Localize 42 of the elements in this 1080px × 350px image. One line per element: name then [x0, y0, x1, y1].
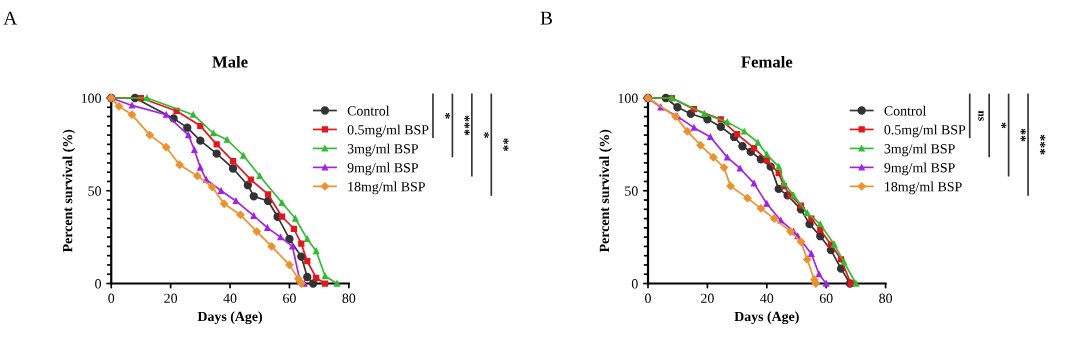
legend-label: 9mg/ml BSP	[347, 162, 418, 176]
x-tick-label: 40	[760, 293, 774, 303]
y-tick-label: 100	[81, 93, 101, 103]
x-tick-label: 40	[223, 293, 237, 303]
chart-title: Female	[741, 55, 793, 68]
x-tick-label: 60	[283, 293, 296, 303]
legend-label: Control	[884, 105, 927, 116]
x-axis-title: Days (Age)	[197, 311, 263, 325]
x-axis-title: Days (Age)	[734, 311, 799, 325]
text: **	[503, 138, 509, 152]
y-axis-title: Percent survival (%)	[599, 129, 612, 253]
y-tick-label: 0	[95, 279, 101, 289]
x-tick-label: 0	[108, 293, 115, 303]
legend-label: 0.5mg/ml BSP	[347, 124, 429, 138]
text: **	[1020, 128, 1026, 142]
text: ***	[464, 115, 470, 136]
text: *	[483, 132, 490, 138]
x-tick-label: 60	[819, 293, 833, 303]
text: A	[3, 11, 18, 25]
y-tick-label: 0	[631, 279, 638, 289]
text: *	[1001, 122, 1007, 129]
y-tick-label: 100	[618, 93, 638, 103]
legend-label: 0.5mg/ml BSP	[884, 124, 966, 138]
x-tick-label: 80	[342, 293, 356, 303]
text: ***	[1039, 134, 1046, 155]
legend-label: 3mg/ml BSP	[347, 143, 418, 157]
chart-title: Male	[212, 55, 248, 68]
legend-label: Control	[347, 105, 390, 116]
y-tick-label: 50	[625, 186, 638, 196]
x-tick-label: 20	[164, 293, 178, 303]
x-tick-label: 80	[879, 293, 893, 303]
y-tick-label: 50	[88, 186, 101, 196]
x-tick-label: 20	[701, 293, 714, 303]
legend-label: 18mg/ml BSP	[348, 181, 425, 195]
legend-label: 9mg/ml BSP	[884, 162, 955, 176]
text: *	[444, 112, 451, 119]
x-tick-label: 0	[645, 293, 651, 303]
text: ns	[978, 110, 984, 121]
y-axis-title: Percent survival (%)	[62, 129, 76, 253]
text: B	[540, 11, 553, 25]
legend-label: 3mg/ml BSP	[884, 143, 955, 157]
legend-label: 18mg/ml BSP	[885, 181, 962, 195]
